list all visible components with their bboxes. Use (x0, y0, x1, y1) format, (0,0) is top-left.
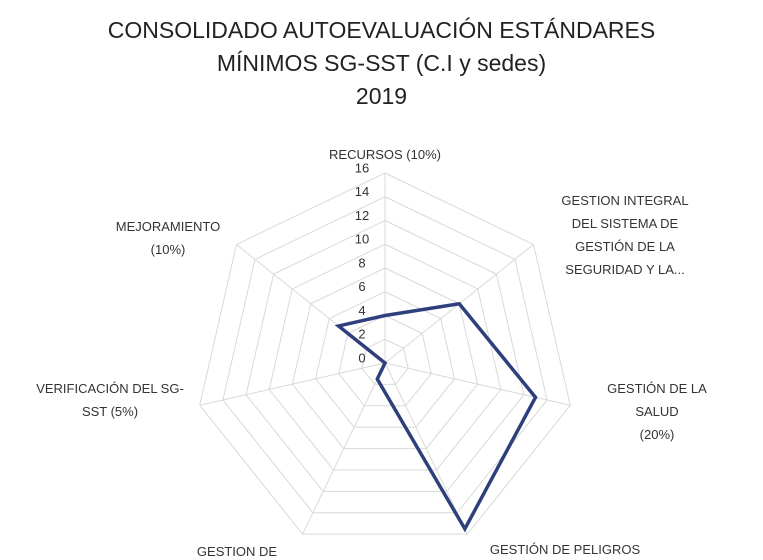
r-tick-label: 2 (358, 327, 365, 342)
grid-ring (222, 196, 548, 514)
r-tick-label: 10 (355, 232, 369, 247)
grid-ring (245, 219, 525, 492)
grid-ring (199, 172, 571, 535)
r-tick-label: 4 (358, 303, 365, 318)
r-tick-label: 0 (358, 350, 365, 365)
category-label: GESTIÓN DE LA SALUD (20%) (607, 381, 707, 442)
r-tick-label: 12 (355, 208, 369, 223)
grid-ring (314, 291, 456, 428)
category-label: GESTION INTEGRAL DEL SISTEMA DE GESTIÓN … (561, 193, 689, 277)
r-tick-label: 14 (355, 184, 369, 199)
spoke (384, 362, 571, 406)
chart-title: CONSOLIDADO AUTOEVALUACIÓN ESTÁNDARES MÍ… (107, 17, 656, 109)
grid-ring (268, 243, 502, 471)
category-label: VERIFICACIÓN DEL SG- SST (5%) (36, 381, 184, 419)
spoke (384, 362, 468, 535)
category-label: GESTIÓN DE PELIGROS Y RIESGOS (30%) (489, 542, 641, 557)
r-tick-label: 8 (358, 255, 365, 270)
spoke (302, 362, 386, 535)
grid-ring (338, 314, 432, 407)
r-tick-label: 6 (358, 279, 365, 294)
grid-ring (361, 338, 409, 385)
grid-ring (291, 267, 479, 450)
series-line (334, 301, 538, 533)
category-label: MEJORAMIENTO (10%) (115, 219, 221, 257)
r-tick-label: 16 (355, 160, 369, 175)
spoke (199, 362, 386, 406)
category-label: GESTION DE AMENAZAS (10%) (196, 544, 278, 559)
category-label: RECURSOS (10%) (329, 147, 441, 162)
